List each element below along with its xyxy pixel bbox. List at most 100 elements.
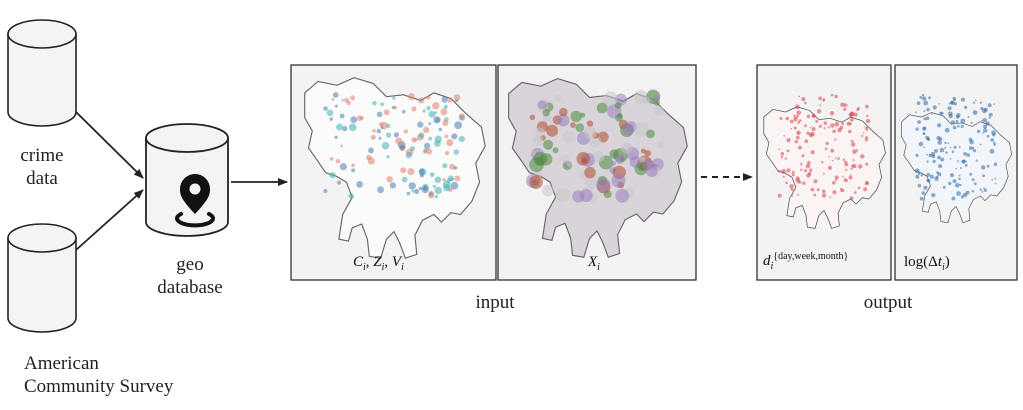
map-texture-dot — [950, 100, 955, 105]
map-texture-dot — [938, 164, 943, 169]
map-texture-dot — [378, 122, 384, 127]
map-texture-dot — [434, 186, 442, 195]
map-texture-dot — [915, 153, 919, 157]
map-texture-dot — [529, 114, 536, 121]
map-texture-dot — [414, 188, 420, 194]
map-texture-dot — [936, 123, 942, 128]
map-texture-dot — [804, 101, 807, 105]
map-texture-dot — [381, 141, 390, 150]
map-texture-dot — [614, 102, 622, 109]
map-texture-dot — [562, 130, 576, 144]
map-texture-dot — [392, 96, 396, 100]
map-texture-dot — [329, 157, 334, 161]
map-texture-dot — [340, 144, 343, 148]
map-texture-dot — [960, 97, 966, 102]
map-texture-dot — [969, 146, 973, 150]
map-texture-dot — [982, 132, 984, 134]
map-texture-dot — [621, 142, 633, 154]
map-texture-dot — [972, 110, 978, 115]
map-texture-dot — [411, 189, 415, 193]
map-texture-dot — [915, 111, 917, 114]
map-texture-dot — [552, 147, 559, 154]
map-texture-dot — [841, 122, 845, 126]
map-texture-dot — [988, 112, 993, 117]
map-texture-dot — [969, 172, 973, 176]
map-texture-dot — [825, 141, 829, 145]
map-texture-dot — [855, 149, 859, 152]
map-texture-dot — [785, 116, 789, 121]
map-texture-dot — [926, 137, 930, 141]
map-texture-dot — [339, 113, 345, 119]
map-texture-dot — [988, 116, 991, 119]
map-texture-dot — [964, 105, 968, 109]
map-texture-dot — [979, 143, 982, 146]
map-texture-dot — [979, 101, 983, 104]
map-texture-dot — [407, 168, 415, 176]
map-texture-dot — [639, 156, 646, 163]
map-texture-dot — [351, 168, 356, 173]
map-texture-dot — [584, 174, 600, 190]
map-texture-dot — [938, 103, 941, 105]
map-texture-dot — [798, 119, 802, 122]
map-texture-dot — [383, 109, 390, 116]
map-texture-dot — [927, 179, 931, 183]
map-texture-dot — [593, 151, 605, 163]
map-texture-dot — [926, 160, 929, 163]
map-texture-dot — [389, 182, 396, 189]
map-texture-dot — [981, 190, 984, 193]
map-texture-dot — [442, 163, 448, 169]
map-texture-dot — [424, 142, 431, 149]
map-texture-dot — [555, 188, 570, 203]
map-texture-dot — [615, 189, 630, 203]
map-texture-dot — [853, 191, 857, 194]
map-texture-dot — [865, 182, 868, 185]
map-texture-dot — [937, 155, 941, 160]
map-texture-dot — [967, 115, 970, 118]
map-texture-dot — [939, 111, 943, 115]
map-texture-dot — [846, 121, 851, 126]
map-texture-dot — [341, 99, 344, 102]
map-texture-dot — [370, 134, 376, 140]
map-texture-dot — [923, 146, 925, 148]
d-caption: di{day,week,month} — [763, 251, 849, 272]
map-texture-dot — [982, 124, 988, 129]
map-texture-dot — [809, 168, 813, 172]
map-texture-dot — [841, 188, 845, 193]
map-texture-dot — [973, 182, 977, 186]
map-texture-dot — [923, 100, 929, 106]
map-texture-dot — [845, 168, 848, 171]
map-texture-dot — [458, 113, 465, 120]
map-texture-dot — [386, 155, 390, 159]
map-texture-dot — [421, 186, 429, 194]
map-texture-dot — [411, 106, 417, 112]
map-texture-dot — [960, 195, 965, 199]
map-texture-dot — [653, 105, 665, 116]
map-texture-dot — [916, 101, 921, 105]
map-texture-dot — [537, 100, 547, 110]
map-texture-dot — [796, 114, 799, 118]
map-texture-dot — [974, 99, 977, 102]
map-texture-dot — [827, 165, 833, 170]
map-texture-dot — [931, 113, 933, 115]
map-texture-dot — [931, 154, 936, 159]
map-texture-dot — [372, 100, 377, 106]
cziv-caption: Ci, Zi, Vi — [353, 254, 404, 273]
map-texture-dot — [422, 109, 426, 113]
map-texture-dot — [356, 181, 363, 188]
map-texture-dot — [642, 96, 651, 104]
map-texture-dot — [795, 135, 800, 140]
map-texture-dot — [821, 161, 824, 164]
map-texture-dot — [994, 177, 997, 180]
map-texture-dot — [917, 120, 921, 124]
map-texture-dot — [795, 104, 800, 110]
map-texture-dot — [411, 137, 417, 143]
map-texture-dot — [803, 169, 808, 173]
map-texture-dot — [337, 180, 342, 185]
map-texture-dot — [447, 98, 453, 103]
map-texture-dot — [801, 154, 805, 158]
map-texture-dot — [932, 105, 937, 110]
map-texture-dot — [829, 111, 835, 116]
map-texture-dot — [782, 175, 785, 178]
map-texture-dot — [981, 165, 986, 170]
